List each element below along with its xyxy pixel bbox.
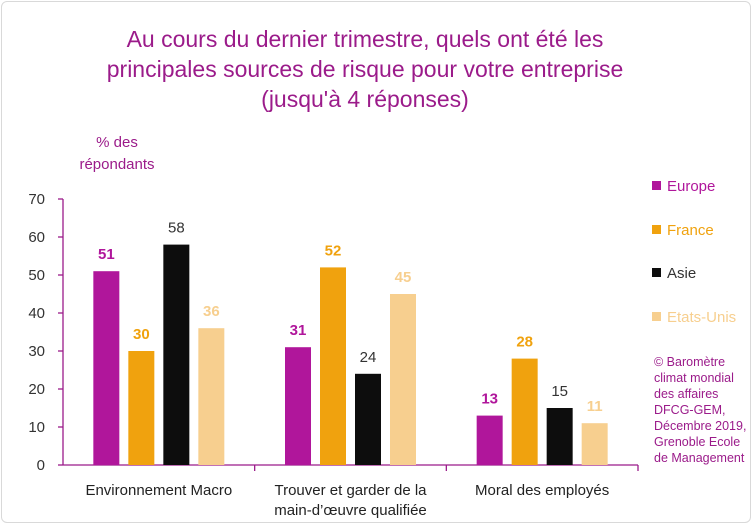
legend-swatch: [652, 181, 661, 190]
y-tick-label: 10: [28, 419, 45, 436]
bar-asie-1: [163, 244, 190, 465]
x-category-label: main-d’œuvre qualifiée: [274, 502, 427, 519]
bar-france-2: [320, 267, 346, 465]
legend-label: Asie: [667, 265, 697, 282]
legend-label: Europe: [667, 178, 716, 195]
bar-france-1: [128, 351, 155, 465]
bar-europe-1: [93, 271, 120, 465]
chart-title-line-1: Au cours du dernier trimestre, quels ont…: [126, 26, 604, 52]
data-label: 52: [325, 242, 342, 259]
legend-swatch: [652, 268, 661, 277]
legend-swatch: [652, 312, 661, 321]
y-tick-label: 70: [28, 191, 45, 208]
bar-asie-3: [546, 408, 573, 465]
data-label: 11: [587, 398, 603, 415]
y-tick-label: 20: [28, 381, 45, 398]
legend-label: France: [667, 222, 714, 239]
data-label: 30: [133, 326, 150, 343]
data-label: 28: [516, 334, 533, 351]
data-label: 51: [98, 246, 115, 263]
chart-title-line-2: principales sources de risque pour votre…: [106, 56, 624, 82]
x-category-label: Environnement Macro: [85, 482, 232, 499]
bar-etats-unis-3: [581, 423, 608, 465]
data-label: 24: [360, 349, 377, 366]
y-axis-title: % des répondants: [79, 134, 155, 173]
y-tick-label: 0: [37, 457, 45, 474]
data-label: 31: [290, 322, 307, 339]
legend-label: Etats-Unis: [667, 309, 737, 326]
data-label: 45: [395, 269, 412, 286]
bar-europe-2: [285, 347, 311, 465]
x-category-label: Moral des employés: [475, 482, 609, 499]
legend-item-etats-unis: Etats-Unis: [652, 309, 736, 327]
y-tick-label: 60: [28, 229, 45, 246]
bar-europe-3: [476, 415, 503, 465]
bar-etats-unis-2: [390, 294, 416, 465]
chart-title-line-3: (jusqu'à 4 réponses): [261, 86, 469, 112]
data-label: 13: [481, 391, 498, 408]
y-tick-label: 50: [28, 267, 45, 284]
data-label: 36: [203, 303, 220, 320]
legend-item-europe: Europe: [652, 178, 715, 196]
bar-france-3: [511, 358, 538, 465]
y-tick-label: 30: [28, 343, 45, 360]
data-label: 15: [551, 383, 568, 400]
chart-title: Au cours du dernier trimestre, quels ont…: [40, 24, 690, 114]
y-tick-label: 40: [28, 305, 45, 322]
legend-item-france: France: [652, 222, 714, 240]
legend-item-asie: Asie: [652, 265, 696, 283]
data-label: 58: [168, 220, 185, 237]
x-category-label: Trouver et garder de la: [274, 482, 427, 499]
legend-swatch: [652, 225, 661, 234]
bar-etats-unis-1: [198, 328, 225, 465]
copyright-credit: © Baromètre climat mondial des affaires …: [654, 355, 747, 465]
bar-asie-2: [355, 373, 381, 465]
